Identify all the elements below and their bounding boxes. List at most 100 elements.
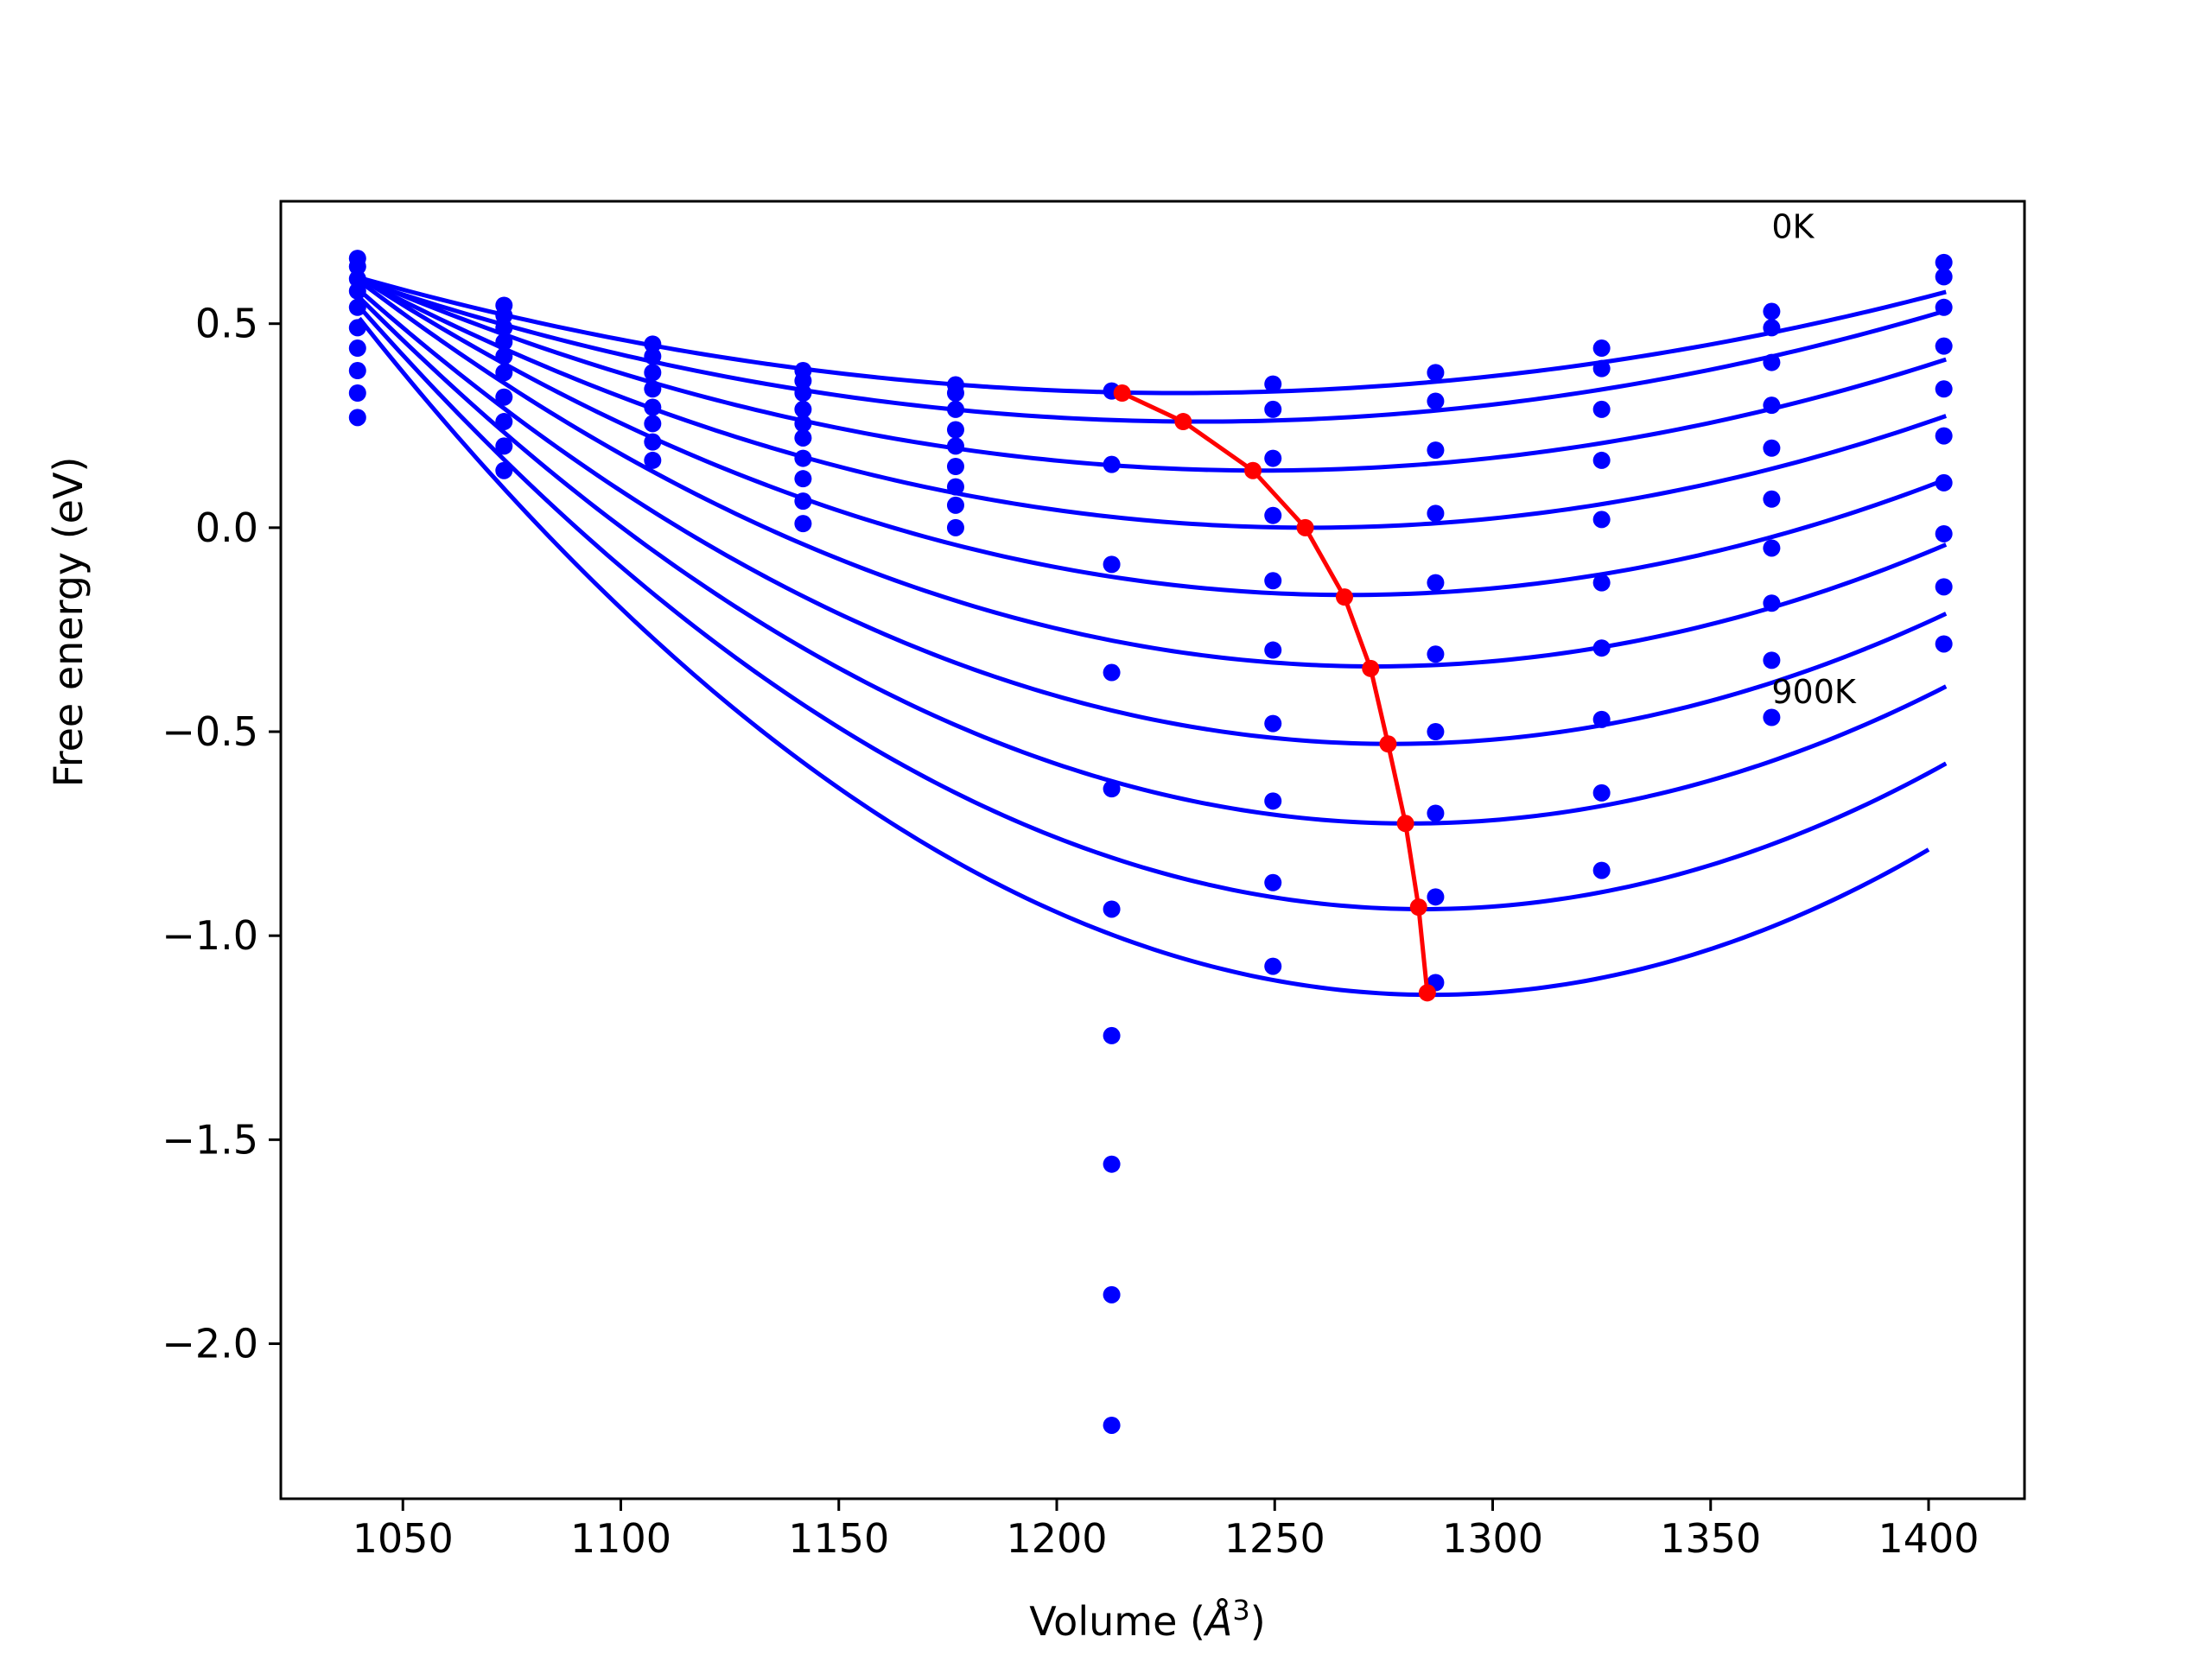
data-point-100K — [1264, 400, 1282, 418]
y-tick-label: 0.5 — [195, 301, 258, 347]
fit-curve-200K — [358, 275, 1947, 473]
data-point-100K — [794, 371, 812, 390]
data-point-700K — [1763, 594, 1781, 612]
data-point-800K — [946, 518, 964, 536]
x-axis-label-unit: Å — [1203, 1598, 1232, 1645]
data-point-900K — [1264, 957, 1282, 975]
fit-curve-800K — [357, 305, 1948, 911]
data-point-700K — [495, 413, 513, 431]
data-point-400K — [1592, 511, 1611, 529]
data-point-100K — [1427, 392, 1445, 410]
minimum-point — [1396, 815, 1414, 833]
plot-area: 0K 900K — [348, 208, 1953, 1434]
x-tick-label: 1350 — [1660, 1515, 1761, 1562]
data-point-0K — [644, 335, 662, 353]
data-point-100K — [348, 257, 366, 276]
data-point-300K — [1935, 337, 1953, 355]
data-point-400K — [1264, 572, 1282, 590]
axes: 1050 1100 1150 1200 1250 1300 1350 1400 0.5 0.0 −0… — [162, 200, 2026, 1562]
data-point-800K — [1427, 888, 1445, 906]
data-point-600K — [348, 339, 366, 358]
data-point-300K — [644, 380, 662, 398]
data-point-300K — [1264, 506, 1282, 524]
x-tick-label: 1150 — [788, 1515, 889, 1562]
x-tick-label: 1400 — [1878, 1515, 1979, 1562]
y-tick-label: −0.5 — [162, 708, 258, 755]
x-tick-label: 1200 — [1006, 1515, 1107, 1562]
data-point-700K — [644, 451, 662, 469]
fit-curve-100K — [359, 278, 1947, 424]
data-point-200K — [1763, 353, 1781, 371]
data-point-200K — [1427, 441, 1445, 460]
data-point-600K — [495, 388, 513, 406]
data-point-300K — [1592, 451, 1611, 469]
data-point-800K — [495, 437, 513, 455]
data-point-800K — [1935, 578, 1953, 596]
data-point-300K — [348, 282, 366, 300]
data-point-700K — [794, 470, 812, 488]
data-point-900K — [1103, 1285, 1121, 1304]
data-point-200K — [644, 364, 662, 382]
data-point-700K — [1264, 792, 1282, 810]
data-point-0K — [1264, 375, 1282, 393]
minimum-point — [1296, 518, 1314, 536]
data-point-0K — [1592, 339, 1611, 358]
data-point-300K — [495, 333, 513, 351]
x-axis-label-main: Volume ( — [1029, 1598, 1205, 1645]
data-point-800K — [1763, 651, 1781, 669]
data-point-600K — [794, 449, 812, 467]
data-point-200K — [348, 270, 366, 288]
data-point-500K — [1264, 641, 1282, 659]
x-axis-label-close: ) — [1250, 1598, 1266, 1645]
data-point-800K — [348, 384, 366, 402]
fit-curve-300K — [358, 276, 1948, 530]
data-point-600K — [946, 478, 964, 496]
y-tick-label: −1.0 — [162, 912, 258, 959]
data-point-400K — [794, 415, 812, 433]
data-point-400K — [348, 298, 366, 316]
fit-curve-600K — [358, 289, 1948, 746]
data-point-700K — [946, 496, 964, 514]
x-axis-label-exponent: 3 — [1232, 1594, 1249, 1627]
data-point-500K — [1935, 427, 1953, 445]
minimum-point — [1244, 461, 1262, 479]
data-point-400K — [1103, 663, 1121, 682]
minimum-point — [1409, 898, 1427, 917]
minimum-point — [1113, 384, 1131, 402]
data-point-600K — [1264, 714, 1282, 733]
data-point-600K — [1935, 473, 1953, 492]
data-point-100K — [644, 347, 662, 365]
data-point-100K — [1763, 319, 1781, 337]
data-point-500K — [1763, 490, 1781, 508]
fit-curve-0K — [359, 276, 1947, 396]
data-point-100K — [1592, 359, 1611, 377]
data-point-800K — [1103, 1155, 1121, 1173]
minimum-point — [1418, 984, 1436, 1002]
data-point-0K — [1427, 364, 1445, 382]
data-point-600K — [1103, 900, 1121, 918]
data-point-500K — [644, 415, 662, 433]
minimum-line — [1121, 390, 1430, 993]
data-point-300K — [794, 400, 812, 418]
y-tick-label: −1.5 — [162, 1116, 258, 1163]
data-point-600K — [1427, 723, 1445, 741]
fit-curve-500K — [358, 279, 1948, 669]
plot-frame — [279, 200, 2026, 1500]
data-point-0K — [1763, 302, 1781, 320]
x-tick-label: 1050 — [353, 1515, 454, 1562]
data-point-700K — [1103, 1026, 1121, 1044]
data-point-400K — [644, 398, 662, 416]
data-point-900K — [348, 409, 366, 427]
data-point-500K — [348, 319, 366, 337]
data-point-700K — [1592, 710, 1611, 728]
data-point-400K — [1763, 439, 1781, 457]
data-point-200K — [495, 319, 513, 337]
x-tick-label: 1250 — [1224, 1515, 1325, 1562]
data-point-500K — [1592, 574, 1611, 592]
data-point-700K — [1935, 524, 1953, 542]
x-tick-label: 1100 — [570, 1515, 671, 1562]
minimum-point — [1335, 588, 1353, 606]
data-point-200K — [1264, 449, 1282, 467]
data-point-200K — [946, 400, 964, 418]
